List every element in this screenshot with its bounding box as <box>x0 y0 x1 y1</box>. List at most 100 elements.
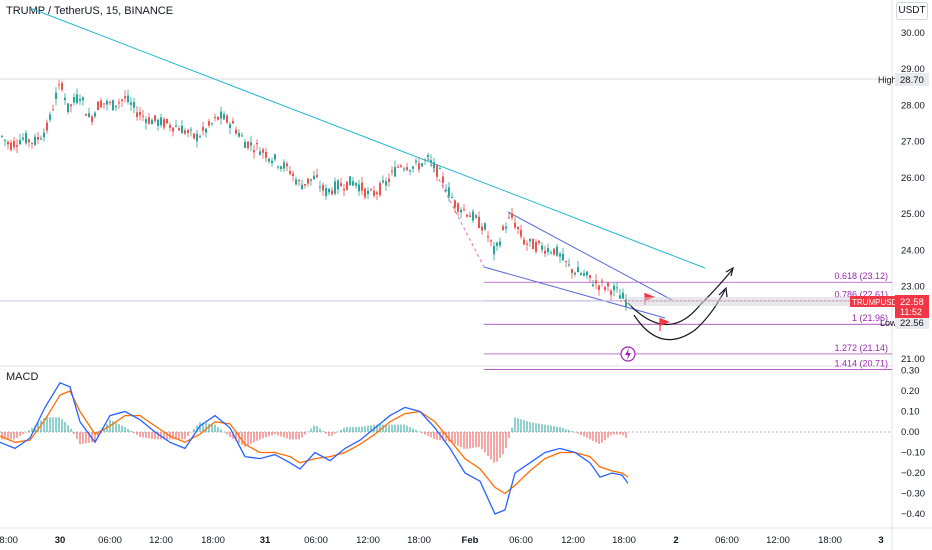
macd-histogram-bar <box>343 427 345 432</box>
time-tick-label: 2 <box>673 535 678 546</box>
candle-body <box>124 96 126 99</box>
macd-histogram-bar <box>340 429 342 432</box>
candle-body <box>34 136 36 145</box>
macd-histogram-bar <box>79 432 81 445</box>
fib-level-label: 1.414 (20.71) <box>834 359 888 369</box>
descending-trendline[interactable] <box>29 7 706 269</box>
lightning-icon[interactable] <box>620 346 636 362</box>
candle-body <box>67 103 69 113</box>
macd-histogram-bar <box>244 432 246 447</box>
candle-body <box>355 182 357 186</box>
macd-histogram-bar <box>571 431 573 432</box>
macd-histogram-bar <box>514 417 516 432</box>
macd-histogram-bar <box>613 432 615 435</box>
candle-body <box>37 137 39 140</box>
macd-histogram-bar <box>274 432 276 435</box>
candle-body <box>568 264 570 266</box>
macd-histogram-bar <box>280 432 282 437</box>
candle-body <box>88 113 90 117</box>
macd-histogram-bar <box>271 432 273 436</box>
candle-body <box>91 116 93 122</box>
macd-histogram-bar <box>223 432 225 433</box>
candle-body <box>196 133 198 142</box>
candle-body <box>256 143 258 145</box>
candle-body <box>541 245 543 250</box>
macd-axis[interactable]: 0.30 0.20 0.10 0.00 −0.10 −0.20 −0.30 −0.40 <box>901 366 925 521</box>
macd-histogram-bar <box>289 432 291 440</box>
candle-body <box>115 105 117 108</box>
candle-body <box>226 115 228 123</box>
macd-histogram-bar <box>43 418 45 432</box>
candle-body <box>253 150 255 153</box>
macd-histogram-bar <box>268 432 270 437</box>
macd-histogram-bar <box>424 432 426 435</box>
macd-histogram-bar <box>475 432 477 448</box>
candle-body <box>181 125 183 134</box>
projection-arrowhead-lower <box>718 286 728 298</box>
macd-title[interactable]: MACD <box>6 371 39 383</box>
channel-lower-line[interactable] <box>483 266 666 319</box>
symbol-title[interactable]: TRUMP / TetherUS, 15, BINANCE <box>6 5 174 17</box>
candle-body <box>205 128 207 133</box>
price-tick-label: 27.00 <box>901 137 925 148</box>
symbol-badge: TRUMPUSDT <box>852 298 902 307</box>
candle-body <box>349 176 351 186</box>
candle-body <box>10 142 12 151</box>
candle-body <box>217 116 219 120</box>
fibonacci-levels[interactable]: 0.618 (23.12) 0.786 (22.61) 1 (21.96) 1.272… <box>484 271 892 370</box>
macd-histogram-bar <box>259 432 261 440</box>
candle-body <box>13 140 15 148</box>
candle-body <box>373 190 375 196</box>
candle-body <box>286 163 288 167</box>
macd-histogram-bar <box>121 425 123 432</box>
candle-body <box>73 97 75 103</box>
candle-body <box>343 188 345 191</box>
fib-level-label: 0.786 (22.61) <box>834 290 888 300</box>
last-price-value: 22.58 <box>900 297 924 308</box>
macd-histogram-bar <box>433 432 435 439</box>
macd-histogram-bar <box>496 432 498 462</box>
macd-histogram-bar <box>262 432 264 439</box>
candle-body <box>97 101 99 111</box>
candle-body <box>199 136 201 138</box>
fib-level-label: 0.618 (23.12) <box>834 271 888 281</box>
macd-histogram-bar <box>49 417 51 432</box>
flag-marker-lower[interactable] <box>659 318 670 331</box>
candle-body <box>133 102 135 108</box>
currency-badge[interactable]: USDT <box>896 2 928 20</box>
candle-body <box>589 275 591 279</box>
candle-body <box>175 125 177 127</box>
candle-body <box>604 287 606 290</box>
macd-histogram-bar <box>253 432 255 443</box>
macd-histogram-bar <box>616 432 618 435</box>
candle-body <box>559 253 561 257</box>
candle-body <box>457 203 459 212</box>
macd-histogram-bar <box>604 432 606 441</box>
last-price-badge[interactable]: TRUMPUSDT 22.58 11:52 <box>850 295 929 318</box>
macd-histogram-bar <box>370 425 372 432</box>
macd-histogram-bar <box>292 432 294 440</box>
macd-histogram-bar <box>184 432 186 440</box>
macd-histogram-bar <box>322 431 324 432</box>
candle-body <box>421 163 423 167</box>
time-axis[interactable]: 18:00 30 06:00 12:00 18:00 31 06:00 12:00 18:00 F… <box>0 535 884 546</box>
candle-body <box>283 162 285 169</box>
candle-body <box>178 128 180 131</box>
macd-histogram-bar <box>379 424 381 432</box>
candle-body <box>64 97 66 101</box>
candle-body <box>31 142 33 144</box>
candle-body <box>319 186 321 188</box>
macd-histogram-bar <box>484 432 486 453</box>
channel-upper-line[interactable] <box>507 211 673 301</box>
candle-body <box>160 117 162 126</box>
candle-body <box>586 271 588 276</box>
macd-histogram-bar <box>37 422 39 432</box>
candle-body <box>274 154 276 160</box>
time-tick-label: 12:00 <box>561 535 585 546</box>
macd-histogram-bar <box>16 432 18 439</box>
candle-body <box>403 168 405 170</box>
macd-histogram-bar <box>304 432 306 435</box>
price-tick-label: 29.00 <box>901 64 925 75</box>
macd-histogram-bar <box>511 427 513 432</box>
